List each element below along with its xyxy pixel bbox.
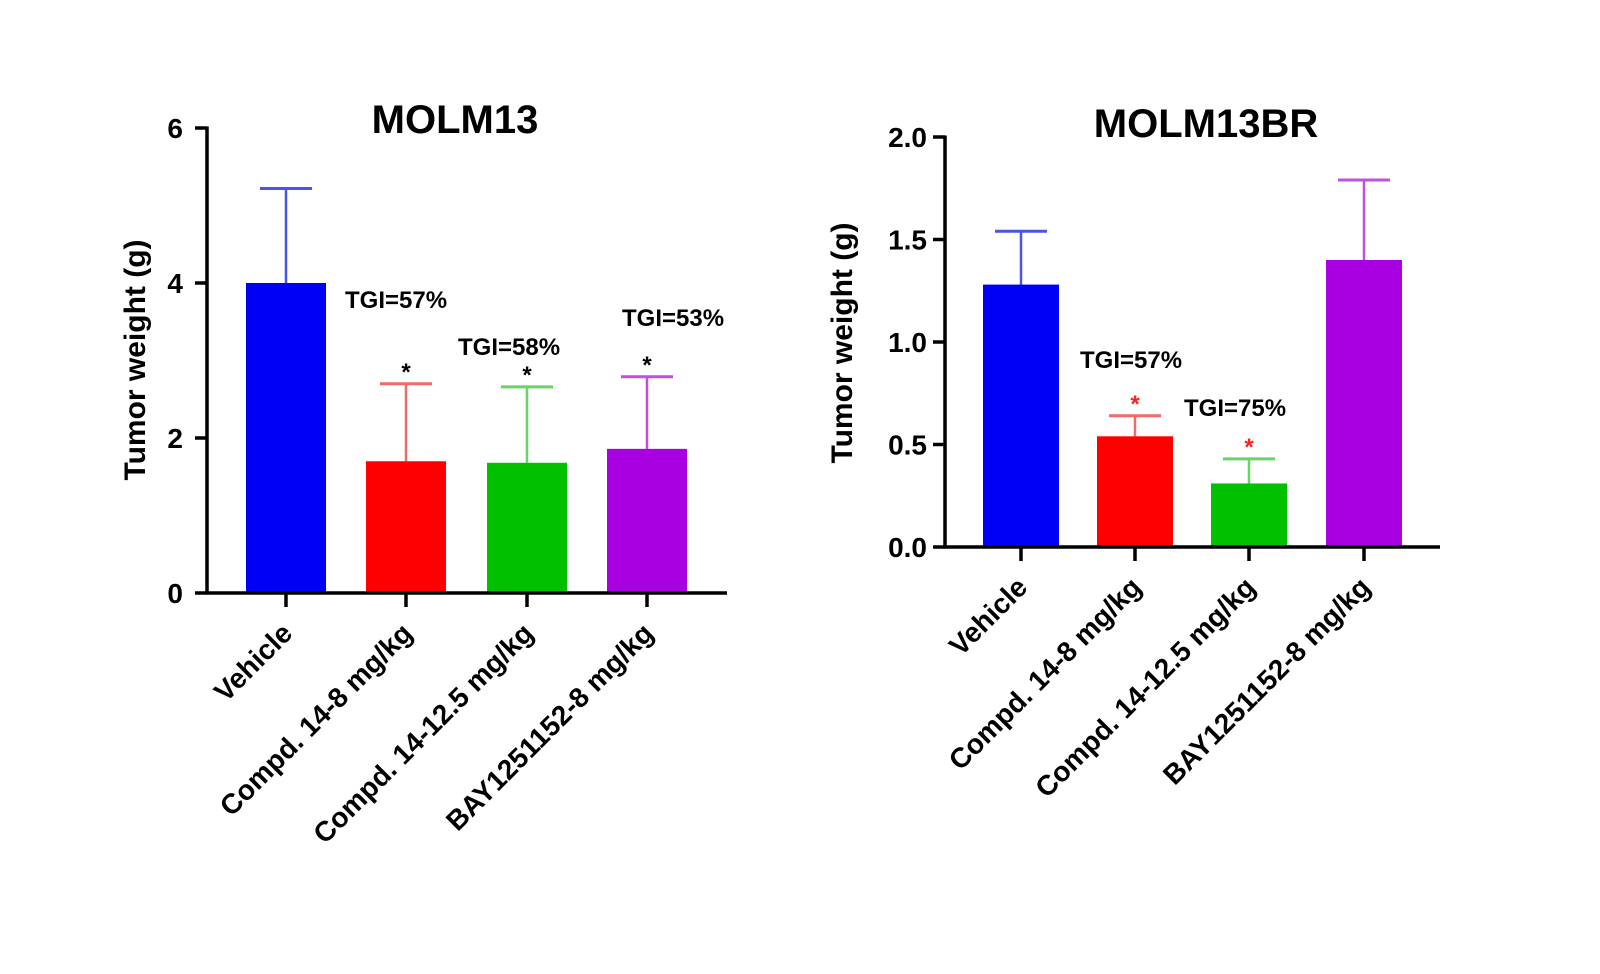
- y-tick-label: 1.0: [888, 327, 927, 358]
- significance-marker: *: [401, 359, 411, 386]
- tgi-annotation: TGI=57%: [345, 287, 447, 314]
- bar-3: [1211, 483, 1287, 547]
- bar-2: [366, 461, 446, 593]
- chart-title: MOLM13BR: [1094, 102, 1319, 146]
- significance-marker: *: [1130, 391, 1140, 418]
- bar-4: [1326, 260, 1402, 547]
- chart-panel-2: MOLM13BR Tumor weight (g) * * 0.0 0.5 1.0 1.5 2.…: [826, 102, 1440, 803]
- x-tick-label: Compd. 14-8 mg/kg: [943, 571, 1148, 776]
- y-axis-label: Tumor weight (g): [826, 222, 859, 463]
- bar-1: [246, 283, 326, 593]
- y-tick-label: 4: [167, 268, 183, 299]
- significance-marker: *: [1244, 434, 1254, 461]
- tgi-annotation: TGI=58%: [458, 334, 560, 361]
- y-tick-label: 0.0: [888, 532, 927, 563]
- significance-marker: *: [522, 362, 532, 389]
- chart-title: MOLM13: [372, 98, 539, 142]
- x-tick-label: Vehicle: [208, 617, 298, 707]
- tgi-annotation: TGI=75%: [1184, 395, 1286, 422]
- x-tick-label: Compd. 14-12.5 mg/kg: [1029, 571, 1261, 803]
- tgi-annotation: TGI=57%: [1080, 347, 1182, 374]
- y-axis-label: Tumor weight (g): [119, 239, 152, 480]
- y-tick-label: 0: [167, 578, 183, 609]
- y-tick-label: 1.5: [888, 225, 927, 256]
- y-tick-label: 2.0: [888, 122, 927, 153]
- bar-2: [1097, 436, 1173, 547]
- y-tick-label: 6: [167, 113, 183, 144]
- x-tick-label: Vehicle: [943, 571, 1033, 661]
- tgi-annotation: TGI=53%: [622, 305, 724, 332]
- bar-1: [983, 284, 1059, 547]
- y-tick-label: 0.5: [888, 430, 927, 461]
- bar-4: [607, 448, 687, 593]
- x-tick-label: Compd. 14-12.5 mg/kg: [307, 617, 539, 849]
- x-tick-label: BAY1251152-8 mg/kg: [440, 617, 659, 836]
- chart-panel-1: MOLM13 Tumor weight (g) * * * 0 2 4 6 VehicleComp…: [119, 98, 727, 849]
- significance-marker: *: [642, 352, 652, 379]
- y-tick-label: 2: [167, 423, 183, 454]
- x-tick-label: BAY1251152-8 mg/kg: [1157, 571, 1376, 790]
- bar-3: [487, 462, 567, 593]
